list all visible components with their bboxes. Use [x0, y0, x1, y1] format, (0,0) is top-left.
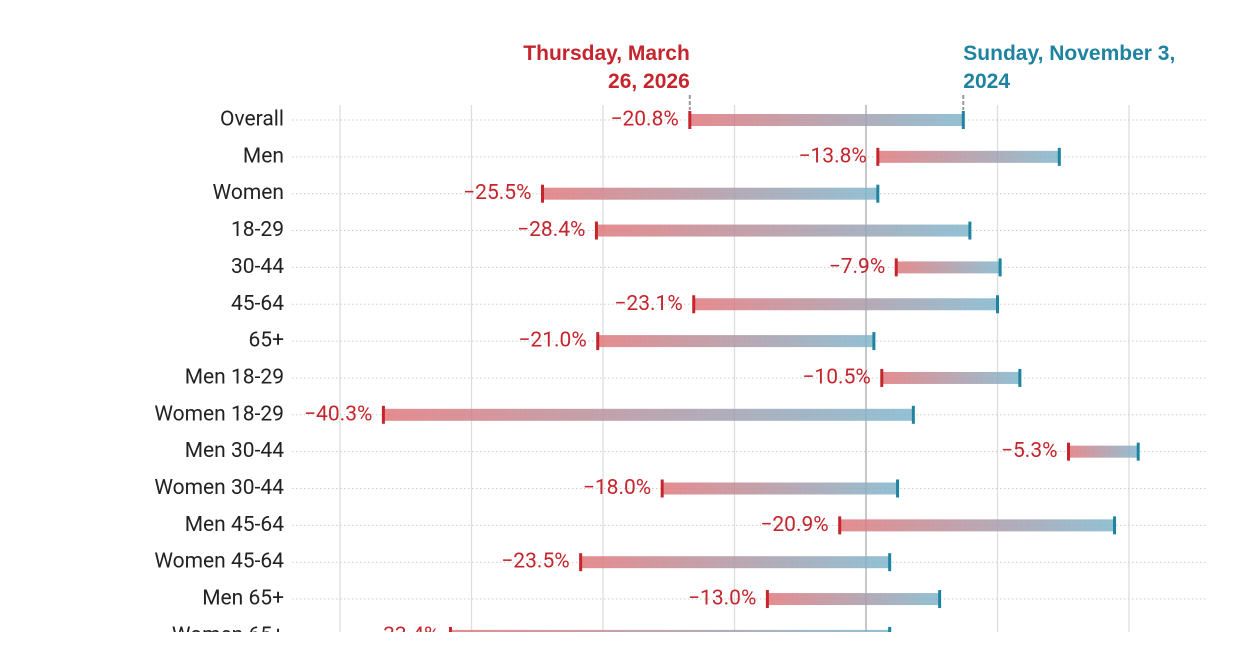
marker-2026: [838, 516, 842, 535]
change-bar: [693, 298, 998, 311]
marker-2024: [1113, 516, 1117, 535]
change-bar: [450, 629, 890, 632]
change-label: −5.3%: [1001, 439, 1058, 463]
category-label: Women 45-64: [154, 550, 284, 574]
marker-2026: [688, 111, 692, 129]
change-label: −20.9%: [760, 513, 828, 537]
marker-2026: [692, 295, 696, 314]
change-bar: [597, 335, 874, 348]
marker-2024: [968, 221, 972, 240]
change-label: −13.8%: [798, 144, 866, 168]
change-bar: [580, 556, 890, 569]
marker-2026: [594, 221, 598, 240]
marker-2026: [765, 590, 769, 609]
marker-2024: [1136, 442, 1140, 461]
marker-2026: [894, 258, 898, 277]
category-label: Men 65+: [202, 587, 284, 611]
change-bar: [596, 224, 970, 237]
change-bar: [877, 150, 1060, 163]
category-label: 18-29: [231, 218, 284, 242]
marker-2024: [1057, 147, 1061, 166]
series-header: Thursday, March 26, 2026: [523, 42, 690, 93]
category-label: 45-64: [231, 292, 284, 316]
marker-2026: [1067, 442, 1071, 461]
marker-2024: [961, 111, 965, 129]
marker-2024: [998, 258, 1002, 277]
marker-2024: [911, 405, 915, 424]
marker-2024: [896, 479, 900, 498]
category-label: Women 30-44: [154, 476, 284, 500]
change-bar: [662, 482, 898, 495]
category-label: Men 30-44: [185, 439, 284, 463]
marker-2024: [938, 590, 942, 609]
change-label: −23.5%: [501, 550, 569, 574]
change-bar: [767, 593, 940, 606]
change-label: −18.0%: [583, 476, 651, 500]
change-label: −40.3%: [304, 402, 372, 426]
change-bar: [881, 371, 1020, 384]
change-label: −28.4%: [517, 218, 585, 242]
marker-2024: [876, 184, 880, 203]
change-label: −10.5%: [802, 365, 870, 389]
marker-2026: [381, 405, 385, 424]
change-label: −33.4%: [371, 623, 439, 647]
change-bar: [542, 187, 878, 200]
marker-2026: [448, 626, 452, 632]
category-label: Men 18-29: [185, 365, 284, 389]
category-label: 30-44: [231, 255, 284, 279]
change-label: −23.1%: [614, 292, 682, 316]
change-bar: [689, 114, 964, 126]
marker-2026: [541, 184, 545, 203]
marker-2024: [888, 553, 892, 572]
category-label: Men 45-64: [185, 513, 284, 537]
change-bar: [383, 408, 914, 421]
series-header: Sunday, November 3, 2024: [963, 42, 1176, 93]
change-bar: [839, 519, 1115, 532]
change-bar: [896, 261, 1001, 274]
marker-2024: [872, 332, 876, 351]
change-label: −25.5%: [463, 181, 531, 205]
change-label: −21.0%: [518, 329, 586, 353]
marker-2024: [888, 626, 892, 632]
marker-2024: [1018, 368, 1022, 387]
category-label: Women 18-29: [154, 402, 284, 426]
marker-2026: [876, 147, 880, 166]
marker-2026: [596, 332, 600, 351]
category-label: Men: [243, 144, 284, 168]
marker-2026: [660, 479, 664, 498]
category-label: Women: [213, 181, 284, 205]
marker-2026: [880, 368, 884, 387]
change-label: −20.8%: [610, 108, 678, 132]
change-bar: [1068, 445, 1139, 458]
change-label: −13.0%: [688, 587, 756, 611]
change-label: −7.9%: [829, 255, 886, 279]
category-label: Overall: [220, 108, 284, 132]
marker-2024: [996, 295, 999, 314]
category-label: Women 65+: [172, 623, 284, 647]
marker-2026: [579, 553, 583, 572]
category-label: 65+: [248, 329, 284, 353]
